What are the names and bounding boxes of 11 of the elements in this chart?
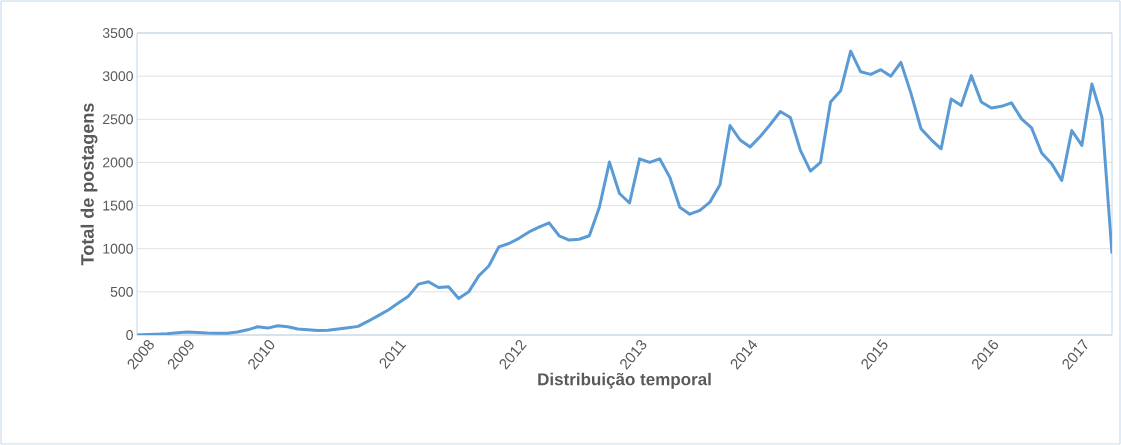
y-axis-title: Total de postagens xyxy=(80,103,98,266)
y-tick-label: 2000 xyxy=(103,157,133,168)
y-tick-label: 500 xyxy=(110,286,133,297)
x-axis-title: Distribuição temporal xyxy=(538,372,711,389)
y-tick-label: 2500 xyxy=(103,114,133,125)
y-tick-label: 3000 xyxy=(102,71,133,82)
y-tick-label: 0 xyxy=(126,330,133,340)
y-tick-label: 1500 xyxy=(103,200,133,211)
line-series xyxy=(137,49,1112,335)
y-tick-label: 3500 xyxy=(102,28,133,38)
y-tick-label: 1000 xyxy=(103,243,133,254)
